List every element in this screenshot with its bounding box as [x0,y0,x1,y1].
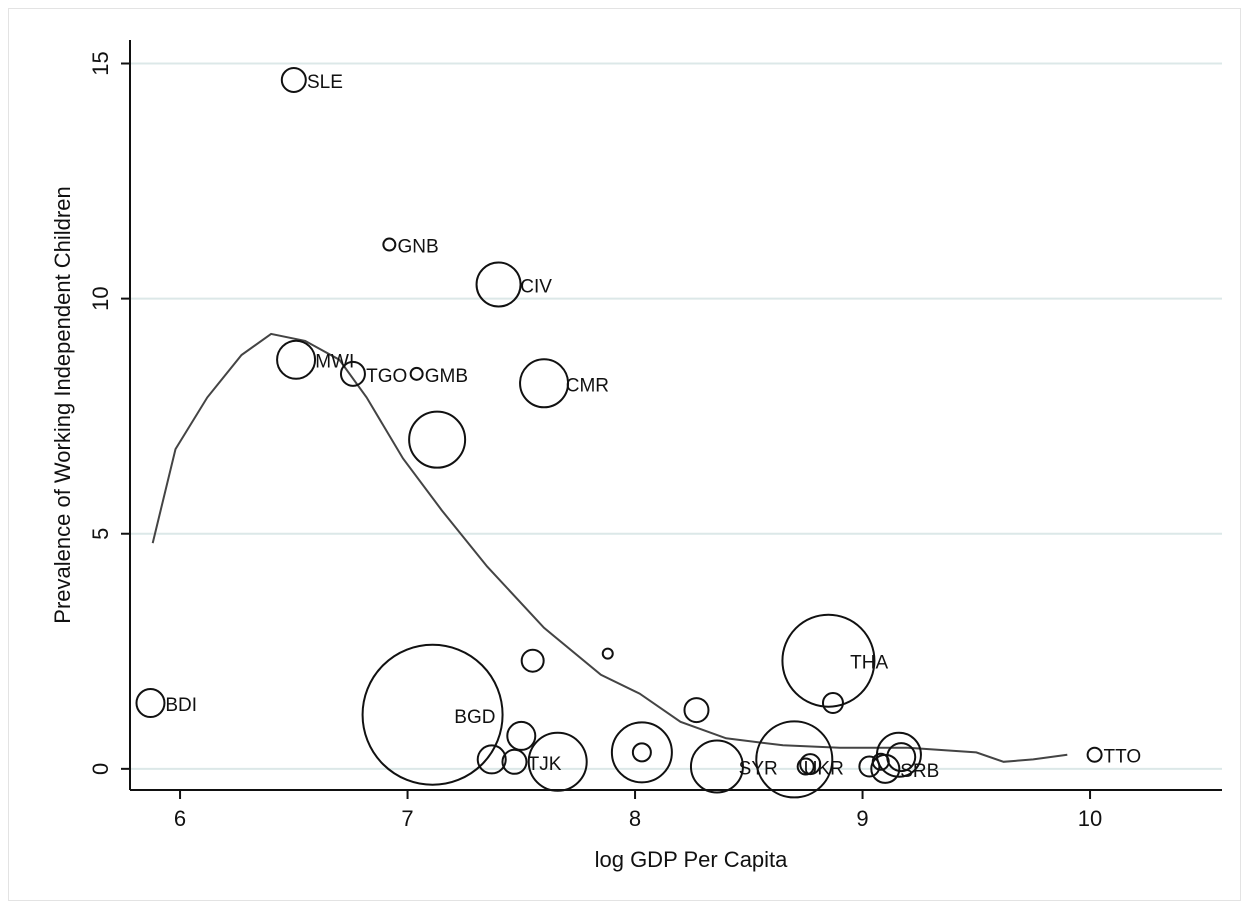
point-label: TJK [528,754,562,775]
data-point [858,755,881,778]
point-label: GNB [397,237,438,258]
data-point [631,742,652,763]
point-labels-group: SLE GNB CIV MWI TGO GMB CMR BDI BGD TJK SYR UKR THA S… [165,72,1141,782]
data-point [475,261,522,308]
data-point [1086,746,1103,763]
data-point [886,742,917,773]
data-point [610,721,673,784]
x-tick-label: 9 [856,806,868,831]
data-point [601,647,614,660]
y-tick-label: 5 [88,528,113,540]
axes-group [129,40,1222,791]
data-point [501,748,528,775]
y-tick-label: 10 [88,286,113,310]
point-label: BGD [454,707,495,728]
x-tick-label: 8 [629,806,641,831]
point-label: THA [850,653,888,674]
point-label: BDI [165,695,197,716]
point-label: TTO [1104,747,1142,768]
point-label: GMB [425,366,468,387]
point-label: SLE [307,72,343,93]
data-point [382,237,397,252]
point-label: UKR [804,758,844,779]
point-label: SRB [900,761,939,782]
data-point [408,410,467,469]
data-point [135,688,166,719]
data-point [476,744,507,775]
x-tick-label: 7 [401,806,413,831]
data-point [506,720,537,751]
data-point [875,731,922,778]
data-point [276,339,317,380]
data-point [781,613,876,708]
data-point [409,366,424,381]
data-point [870,753,901,784]
point-label: TGO [366,366,407,387]
data-point [755,720,834,799]
x-ticks-group: 6 7 8 9 10 [174,790,1102,831]
data-point [683,697,710,724]
y-tick-label: 15 [88,51,113,75]
gridlines [130,62,1222,770]
data-point [796,757,815,776]
fit-line-group [151,332,1068,763]
x-axis-title: log GDP Per Capita [595,847,789,872]
data-point [520,648,545,673]
data-point [361,643,504,786]
points-group [135,66,1103,799]
data-point [689,739,744,794]
point-label: CIV [520,277,552,298]
data-point [339,360,366,387]
point-label: MWI [315,352,354,373]
fit-line [151,332,1068,763]
y-axis-title: Prevalence of Working Independent Childr… [50,186,75,623]
data-point [280,66,307,93]
chart-frame [8,8,1241,901]
point-label: CMR [566,375,609,396]
y-ticks-group: 0 5 10 15 [88,51,130,775]
y-tick-label: 0 [88,763,113,775]
x-tick-label: 6 [174,806,186,831]
data-point [821,692,844,715]
data-point [519,358,570,409]
point-label: SYR [739,758,778,779]
x-tick-label: 10 [1078,806,1102,831]
